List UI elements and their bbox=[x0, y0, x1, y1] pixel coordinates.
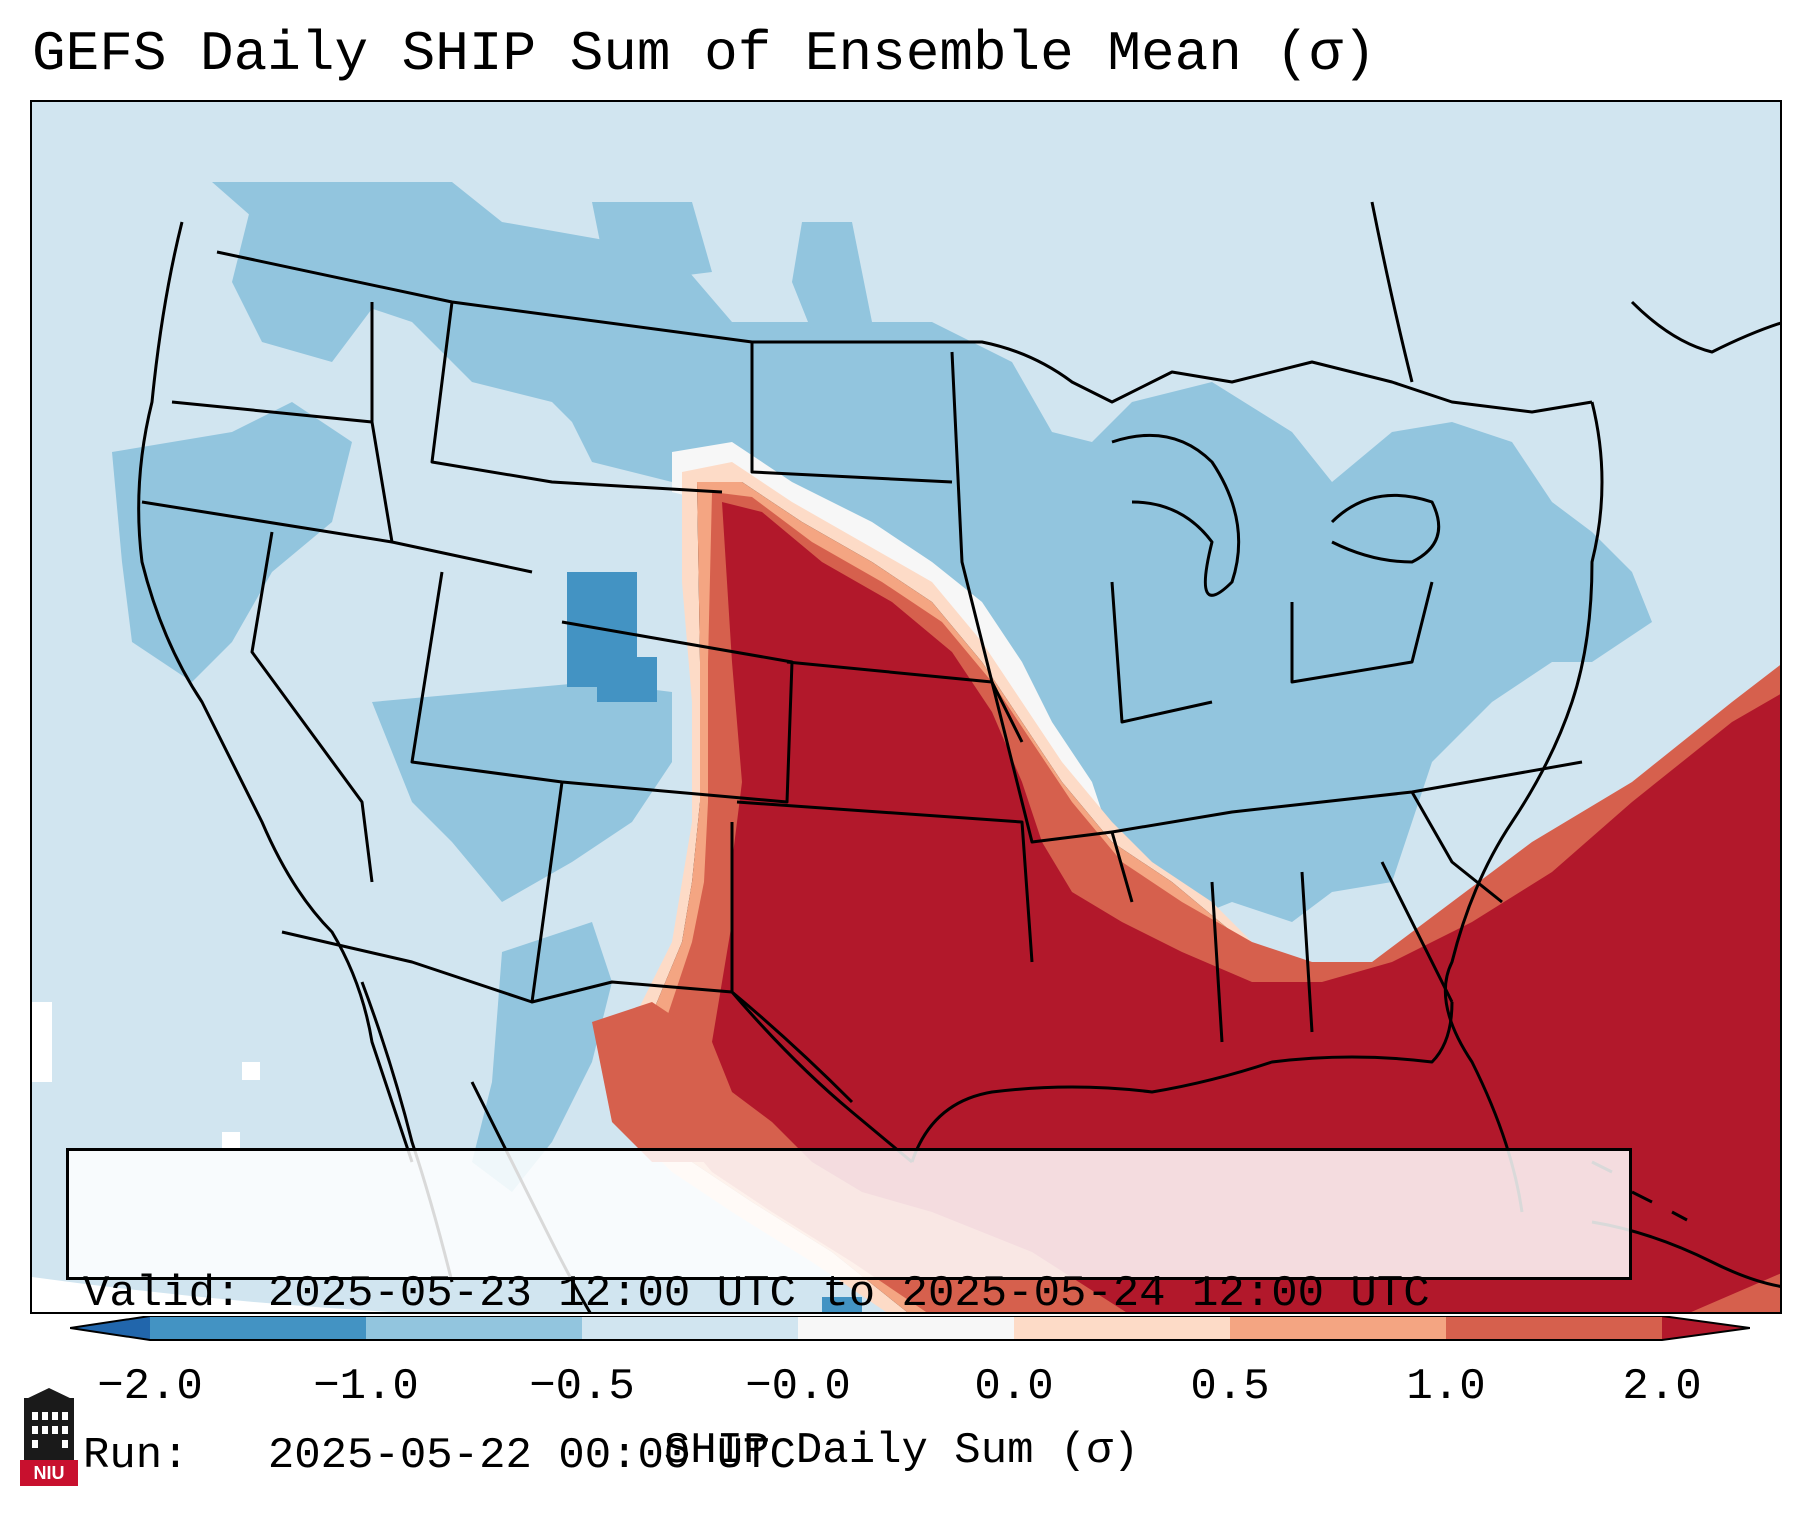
valid-value: 2025-05-23 12:00 UTC to 2025-05-24 12:00… bbox=[267, 1269, 1430, 1319]
colorbar-segment bbox=[150, 1316, 366, 1340]
valid-label: Valid: bbox=[83, 1269, 242, 1319]
colorbar-tick-label: 2.0 bbox=[1622, 1362, 1702, 1412]
colorbar-tick-label: −0.0 bbox=[745, 1362, 851, 1412]
colorbar-tick-label: −0.5 bbox=[529, 1362, 635, 1412]
state-line-nd-sd bbox=[750, 342, 953, 484]
colorbar-tick-label: −1.0 bbox=[313, 1362, 419, 1412]
colorbar-segment bbox=[1230, 1316, 1446, 1340]
great-lakes bbox=[1111, 433, 1441, 597]
colorbar-extend-high bbox=[1662, 1316, 1750, 1340]
state-line-id bbox=[370, 302, 533, 574]
state-line-il-in bbox=[1110, 581, 1213, 724]
state-line-ms-al-ga bbox=[1210, 861, 1454, 1043]
shading-dark-blue-south bbox=[822, 1297, 862, 1312]
run-label: Run: bbox=[83, 1431, 189, 1481]
map-title: GEFS Daily SHIP Sum of Ensemble Mean (σ) bbox=[32, 22, 1377, 86]
shading-dark-red bbox=[712, 502, 1780, 1312]
coastline-gulf bbox=[910, 1001, 1454, 1163]
colorbar bbox=[70, 1316, 1750, 1341]
state-line-ut bbox=[410, 571, 563, 784]
boundaries bbox=[137, 201, 1780, 1312]
run-row: Run: 2025-05-22 00:00 UTC bbox=[83, 1429, 1615, 1483]
colorbar-extend-low bbox=[70, 1316, 150, 1340]
colorbar-segment bbox=[1446, 1316, 1662, 1340]
state-line-ky-tn bbox=[1111, 760, 1583, 834]
colorbar-segment bbox=[366, 1316, 582, 1340]
coastline-east bbox=[1443, 401, 1604, 1213]
missing-data-patch bbox=[222, 1132, 240, 1150]
state-line-mn-ia bbox=[950, 351, 994, 683]
colorbar-segment bbox=[582, 1316, 798, 1340]
colorbar-segment bbox=[1014, 1316, 1230, 1340]
projection-edge-sw bbox=[32, 1277, 390, 1312]
missing-data-patch bbox=[32, 1002, 52, 1082]
coastline-west bbox=[137, 221, 414, 1163]
colorbar-tick-label: 0.0 bbox=[974, 1362, 1054, 1412]
valid-row: Valid: 2025-05-23 12:00 UTC to 2025-05-2… bbox=[83, 1267, 1615, 1321]
run-value: 2025-05-22 00:00 UTC bbox=[267, 1431, 796, 1481]
canada-border bbox=[216, 250, 1593, 414]
shading-medium-blue bbox=[112, 182, 1652, 1192]
logo-text: NIU bbox=[34, 1463, 65, 1483]
validity-info-box: Valid: 2025-05-23 12:00 UTC to 2025-05-2… bbox=[66, 1148, 1632, 1481]
colorbar-tick-label: 0.5 bbox=[1190, 1362, 1270, 1412]
state-line-tx bbox=[730, 822, 913, 1164]
missing-data-patch bbox=[242, 1062, 260, 1080]
state-line-nv-ca bbox=[250, 531, 374, 883]
state-line-co bbox=[561, 620, 794, 804]
shading-dark-blue-colorado bbox=[567, 572, 657, 702]
map-canvas bbox=[32, 102, 1780, 1312]
state-line-ok bbox=[736, 800, 1034, 963]
colorbar-segment bbox=[798, 1316, 1014, 1340]
state-line-mt-wy bbox=[430, 301, 723, 494]
colorbar-tick-label: 1.0 bbox=[1406, 1362, 1486, 1412]
colorbar-axis-label: SHIP Daily Sum (σ) bbox=[663, 1426, 1140, 1476]
shading-medium-red-mexico bbox=[592, 1002, 732, 1162]
colorbar-tick-label: −2.0 bbox=[97, 1362, 203, 1412]
map-panel bbox=[30, 100, 1782, 1314]
state-line-nc-sc bbox=[1410, 791, 1503, 904]
state-line-wa-or bbox=[171, 400, 373, 424]
state-line-az-nm bbox=[530, 781, 733, 1004]
state-line-oh-pa bbox=[1290, 581, 1434, 684]
hudson-bay-edge bbox=[1370, 201, 1414, 383]
niu-logo: NIU bbox=[20, 1388, 78, 1486]
state-line-mo-ar bbox=[990, 681, 1134, 903]
mexico-border bbox=[281, 930, 854, 1104]
state-line-or-ca bbox=[141, 500, 393, 544]
maritime-coast bbox=[1630, 300, 1780, 354]
colorbar-outline bbox=[70, 1316, 1750, 1341]
